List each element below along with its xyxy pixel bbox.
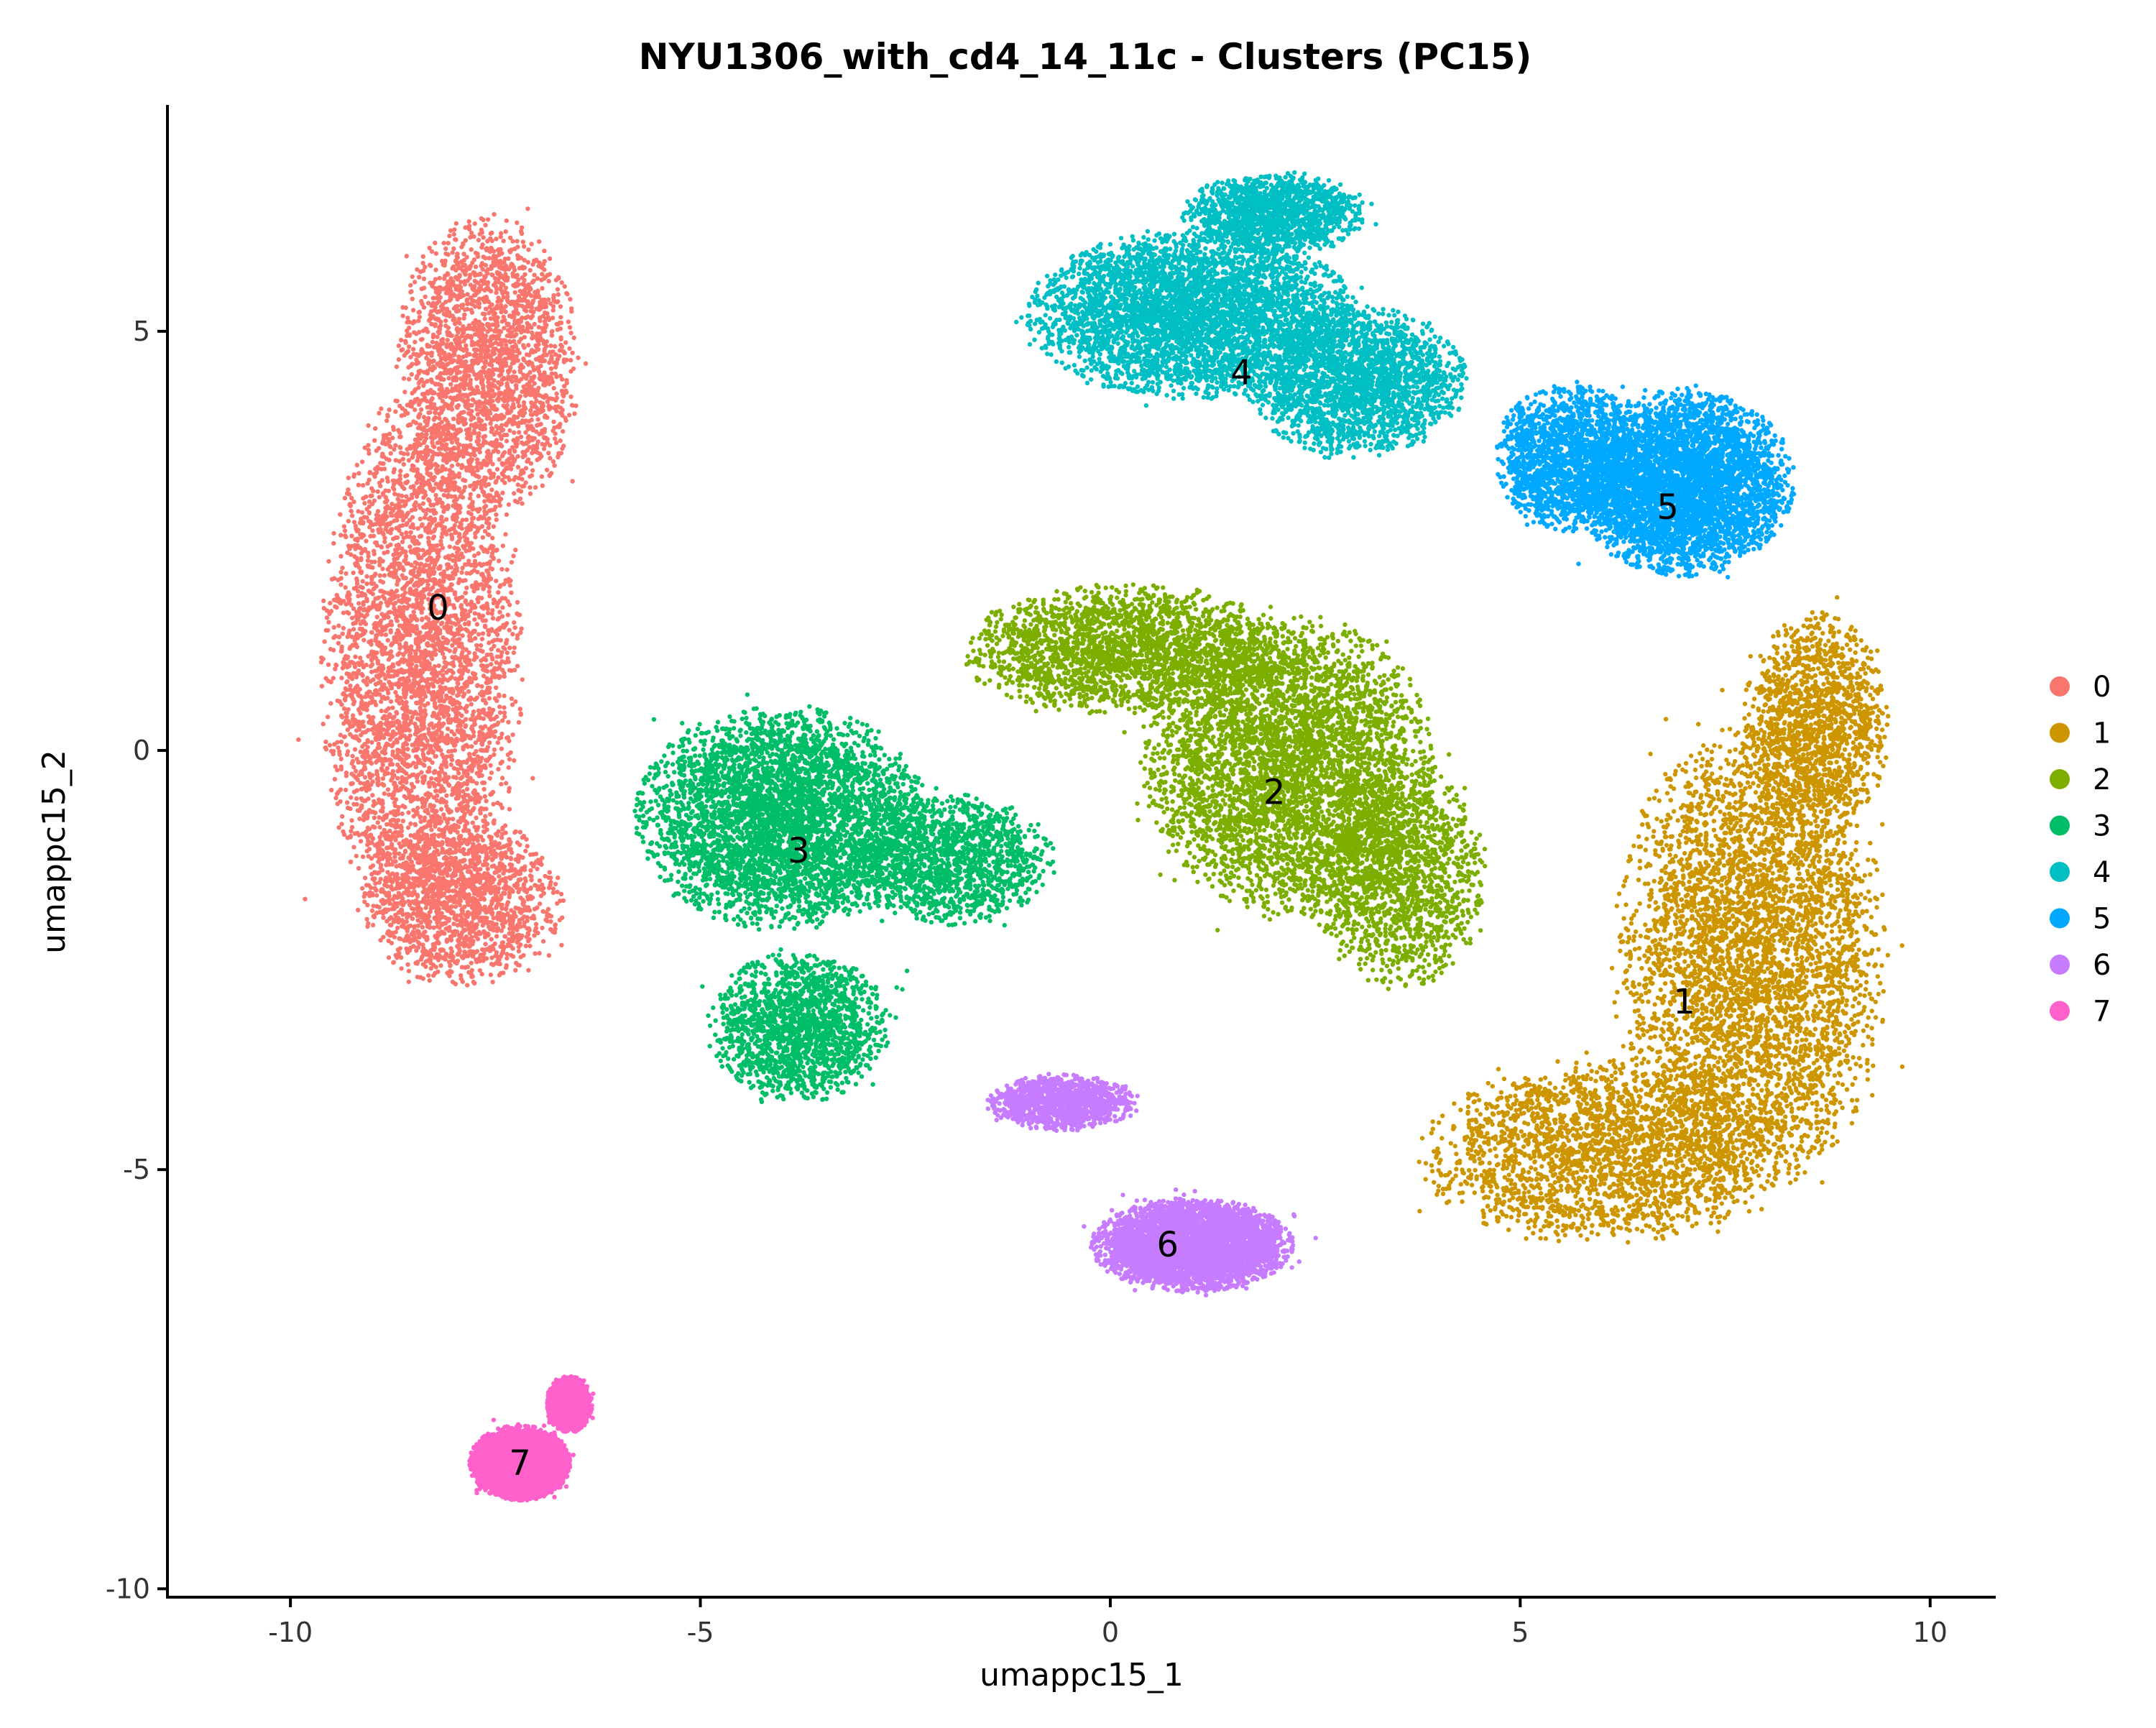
cluster-label-6: 6 [1157, 1225, 1179, 1265]
legend-label-3: 3 [2093, 810, 2111, 843]
axes: -10 -5 0 5 10-10-505 [106, 105, 1996, 1648]
y-tick-label: -5 [123, 1154, 150, 1185]
legend-swatch-0 [2050, 676, 2070, 697]
legend-label-4: 4 [2093, 856, 2111, 889]
cluster-4-points [1014, 170, 1469, 460]
cluster-label-1: 1 [1673, 982, 1695, 1022]
points-layer [296, 170, 1905, 1503]
cluster-label-5: 5 [1657, 487, 1679, 528]
cluster-5-points [1495, 380, 1797, 580]
x-tick-label: -10 [268, 1617, 313, 1648]
cluster-label-2: 2 [1263, 772, 1286, 812]
legend-swatch-7 [2050, 1001, 2070, 1021]
x-tick-label: -5 [687, 1617, 714, 1648]
legend-swatch-2 [2050, 769, 2070, 789]
cluster-label-7: 7 [509, 1443, 531, 1483]
x-tick-label: 0 [1102, 1617, 1119, 1648]
legend-swatch-1 [2050, 722, 2070, 743]
cluster-label-0: 0 [427, 588, 449, 628]
legend: 0 1 2 3 4 5 6 7 [2050, 671, 2111, 1029]
legend-swatch-5 [2050, 908, 2070, 929]
cluster-7-points [467, 1374, 596, 1503]
legend-label-2: 2 [2093, 763, 2111, 796]
y-tick-label: -10 [106, 1573, 150, 1604]
y-axis-label: umappc15_2 [36, 750, 73, 954]
cluster-label-4: 4 [1230, 353, 1253, 393]
legend-swatch-4 [2050, 862, 2070, 882]
y-tick-label: 5 [133, 316, 150, 347]
legend-swatch-6 [2050, 955, 2070, 975]
cluster-2-points [964, 582, 1488, 991]
y-tick-label: 0 [133, 735, 150, 766]
legend-label-0: 0 [2093, 671, 2111, 704]
legend-swatch-3 [2050, 815, 2070, 836]
legend-label-5: 5 [2093, 903, 2111, 936]
x-tick-label: 10 [1913, 1617, 1948, 1648]
cluster-1-points [1416, 594, 1905, 1245]
cluster-label-3: 3 [788, 831, 810, 871]
cluster-0-points [296, 206, 589, 988]
legend-label-7: 7 [2093, 996, 2111, 1029]
legend-label-1: 1 [2093, 717, 2111, 750]
x-axis-label: umappc15_1 [980, 1657, 1184, 1693]
legend-label-6: 6 [2093, 949, 2111, 982]
cluster-3-points [632, 692, 1056, 1105]
x-tick-label: 5 [1511, 1617, 1529, 1648]
cluster-6-points [985, 1072, 1318, 1298]
chart-title: NYU1306_with_cd4_14_11c - Clusters (PC15… [639, 36, 1532, 78]
cluster-labels: 0 1 2 3 4 5 6 7 [427, 353, 1695, 1483]
